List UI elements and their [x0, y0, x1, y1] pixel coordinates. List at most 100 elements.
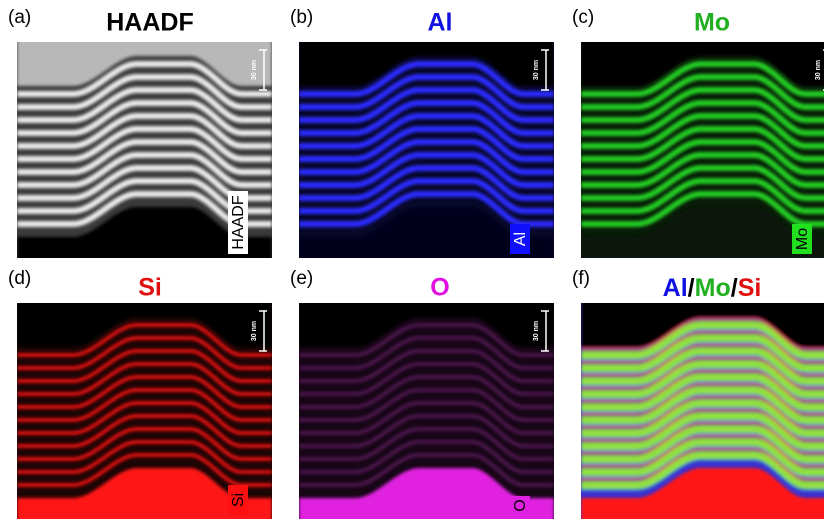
layer-edge-cyan	[581, 459, 824, 491]
layers	[17, 303, 272, 519]
layer-stripe	[299, 87, 554, 123]
layer-edge-cyan	[581, 446, 824, 478]
panel-title: Si	[138, 274, 162, 302]
layer-stripe	[581, 373, 824, 411]
element-tag-box	[228, 191, 248, 254]
scale-bar-label: 30 nm	[251, 60, 258, 80]
substrate	[17, 468, 272, 519]
element-tag: Al	[512, 232, 529, 246]
layer-stripe	[581, 347, 824, 385]
layer-stripe	[17, 349, 272, 383]
substrate	[299, 468, 554, 519]
layer-edge-red	[581, 331, 824, 363]
layer-stripe	[581, 451, 824, 489]
panel-label: (f)	[572, 268, 590, 289]
layer-stripe	[17, 427, 272, 461]
layer-stripe	[581, 139, 824, 175]
layer-stripe	[299, 74, 554, 110]
scale-bar	[541, 49, 549, 91]
top-region	[17, 42, 272, 86]
layer-edge-cyan	[581, 329, 824, 361]
scale-bar	[259, 49, 267, 91]
layer-edge-cyan	[581, 394, 824, 426]
layer-edge-cyan	[581, 368, 824, 400]
layer-edge-cyan	[581, 355, 824, 387]
title-part: Mo	[695, 274, 731, 302]
layer-edge-red	[581, 344, 824, 376]
scale-bar-label: 30 nm	[251, 321, 258, 341]
scale-bar-label: 30 nm	[533, 60, 540, 80]
layer-stripe	[299, 178, 554, 214]
layer-stripe	[299, 191, 554, 227]
element-tag: O	[512, 499, 529, 511]
scale-bar	[259, 310, 267, 352]
layer-stripe	[581, 178, 824, 214]
layer-stripe	[581, 100, 824, 136]
layer-stripe	[581, 334, 824, 372]
element-tag: Mo	[794, 228, 811, 250]
layer-stripe	[581, 87, 824, 123]
layer-stripe	[299, 152, 554, 188]
substrate	[581, 468, 824, 519]
title-part: /	[731, 274, 738, 302]
element-tag: HAADF	[230, 195, 247, 249]
scale-bar-label: 30 nm	[533, 321, 540, 341]
layer-edge-cyan	[581, 342, 824, 374]
layer-stripe	[299, 349, 554, 383]
layer-edge-red	[581, 396, 824, 428]
substrate	[17, 207, 272, 258]
layer-stripe	[17, 362, 272, 396]
layer-stripe	[581, 126, 824, 162]
element-tag-box	[792, 224, 812, 254]
panel-title: Mo	[694, 9, 730, 37]
element-tag: Si	[230, 493, 247, 507]
panel-title: HAADF	[106, 9, 194, 37]
layer-stripe	[581, 399, 824, 437]
layer-stripe	[581, 74, 824, 110]
layer-stripe	[299, 165, 554, 201]
layer-stripe	[299, 139, 554, 175]
layer-edge-red	[581, 409, 824, 441]
layer-stripe	[17, 152, 272, 188]
layer-stripe	[299, 126, 554, 162]
layer-stripe	[299, 453, 554, 487]
layer-edge-red	[581, 448, 824, 480]
layer-stripe	[581, 61, 824, 97]
top-region	[17, 303, 272, 347]
layer-stripe	[299, 427, 554, 461]
layer-stripe	[17, 126, 272, 162]
layer-stripe	[17, 401, 272, 435]
panel-label: (d)	[8, 268, 31, 289]
top-region	[581, 303, 824, 347]
layer-edge-red	[581, 383, 824, 415]
layer-stripe	[17, 375, 272, 409]
layer-stripe	[17, 100, 272, 136]
panel-title: Al/Mo/Si	[663, 274, 762, 302]
layer-stripe	[17, 139, 272, 175]
title-part: Al	[663, 274, 688, 302]
layer-edge-cyan	[581, 433, 824, 465]
layer-stripe	[581, 165, 824, 201]
layer-stripe	[581, 321, 824, 359]
layer-stripe	[17, 74, 272, 110]
layer-stripe	[581, 191, 824, 227]
element-tag-box	[510, 496, 530, 515]
layer-stripe	[581, 425, 824, 463]
title-part: /	[688, 274, 695, 302]
element-tag-box	[228, 485, 248, 515]
layer-edge-cyan	[581, 407, 824, 439]
layer-stripe	[299, 336, 554, 370]
layer-stripe	[299, 401, 554, 435]
layer-stripe	[17, 453, 272, 487]
layer-edge-red	[581, 318, 824, 350]
layer-stripe	[17, 87, 272, 123]
layer-edge-red	[581, 370, 824, 402]
layer-stripe	[581, 386, 824, 424]
image-panel	[299, 42, 554, 258]
top-region	[581, 42, 824, 86]
layer-edge-red	[581, 357, 824, 389]
image-panel	[299, 303, 554, 519]
layers	[581, 303, 824, 519]
panel-label: (e)	[290, 268, 313, 289]
